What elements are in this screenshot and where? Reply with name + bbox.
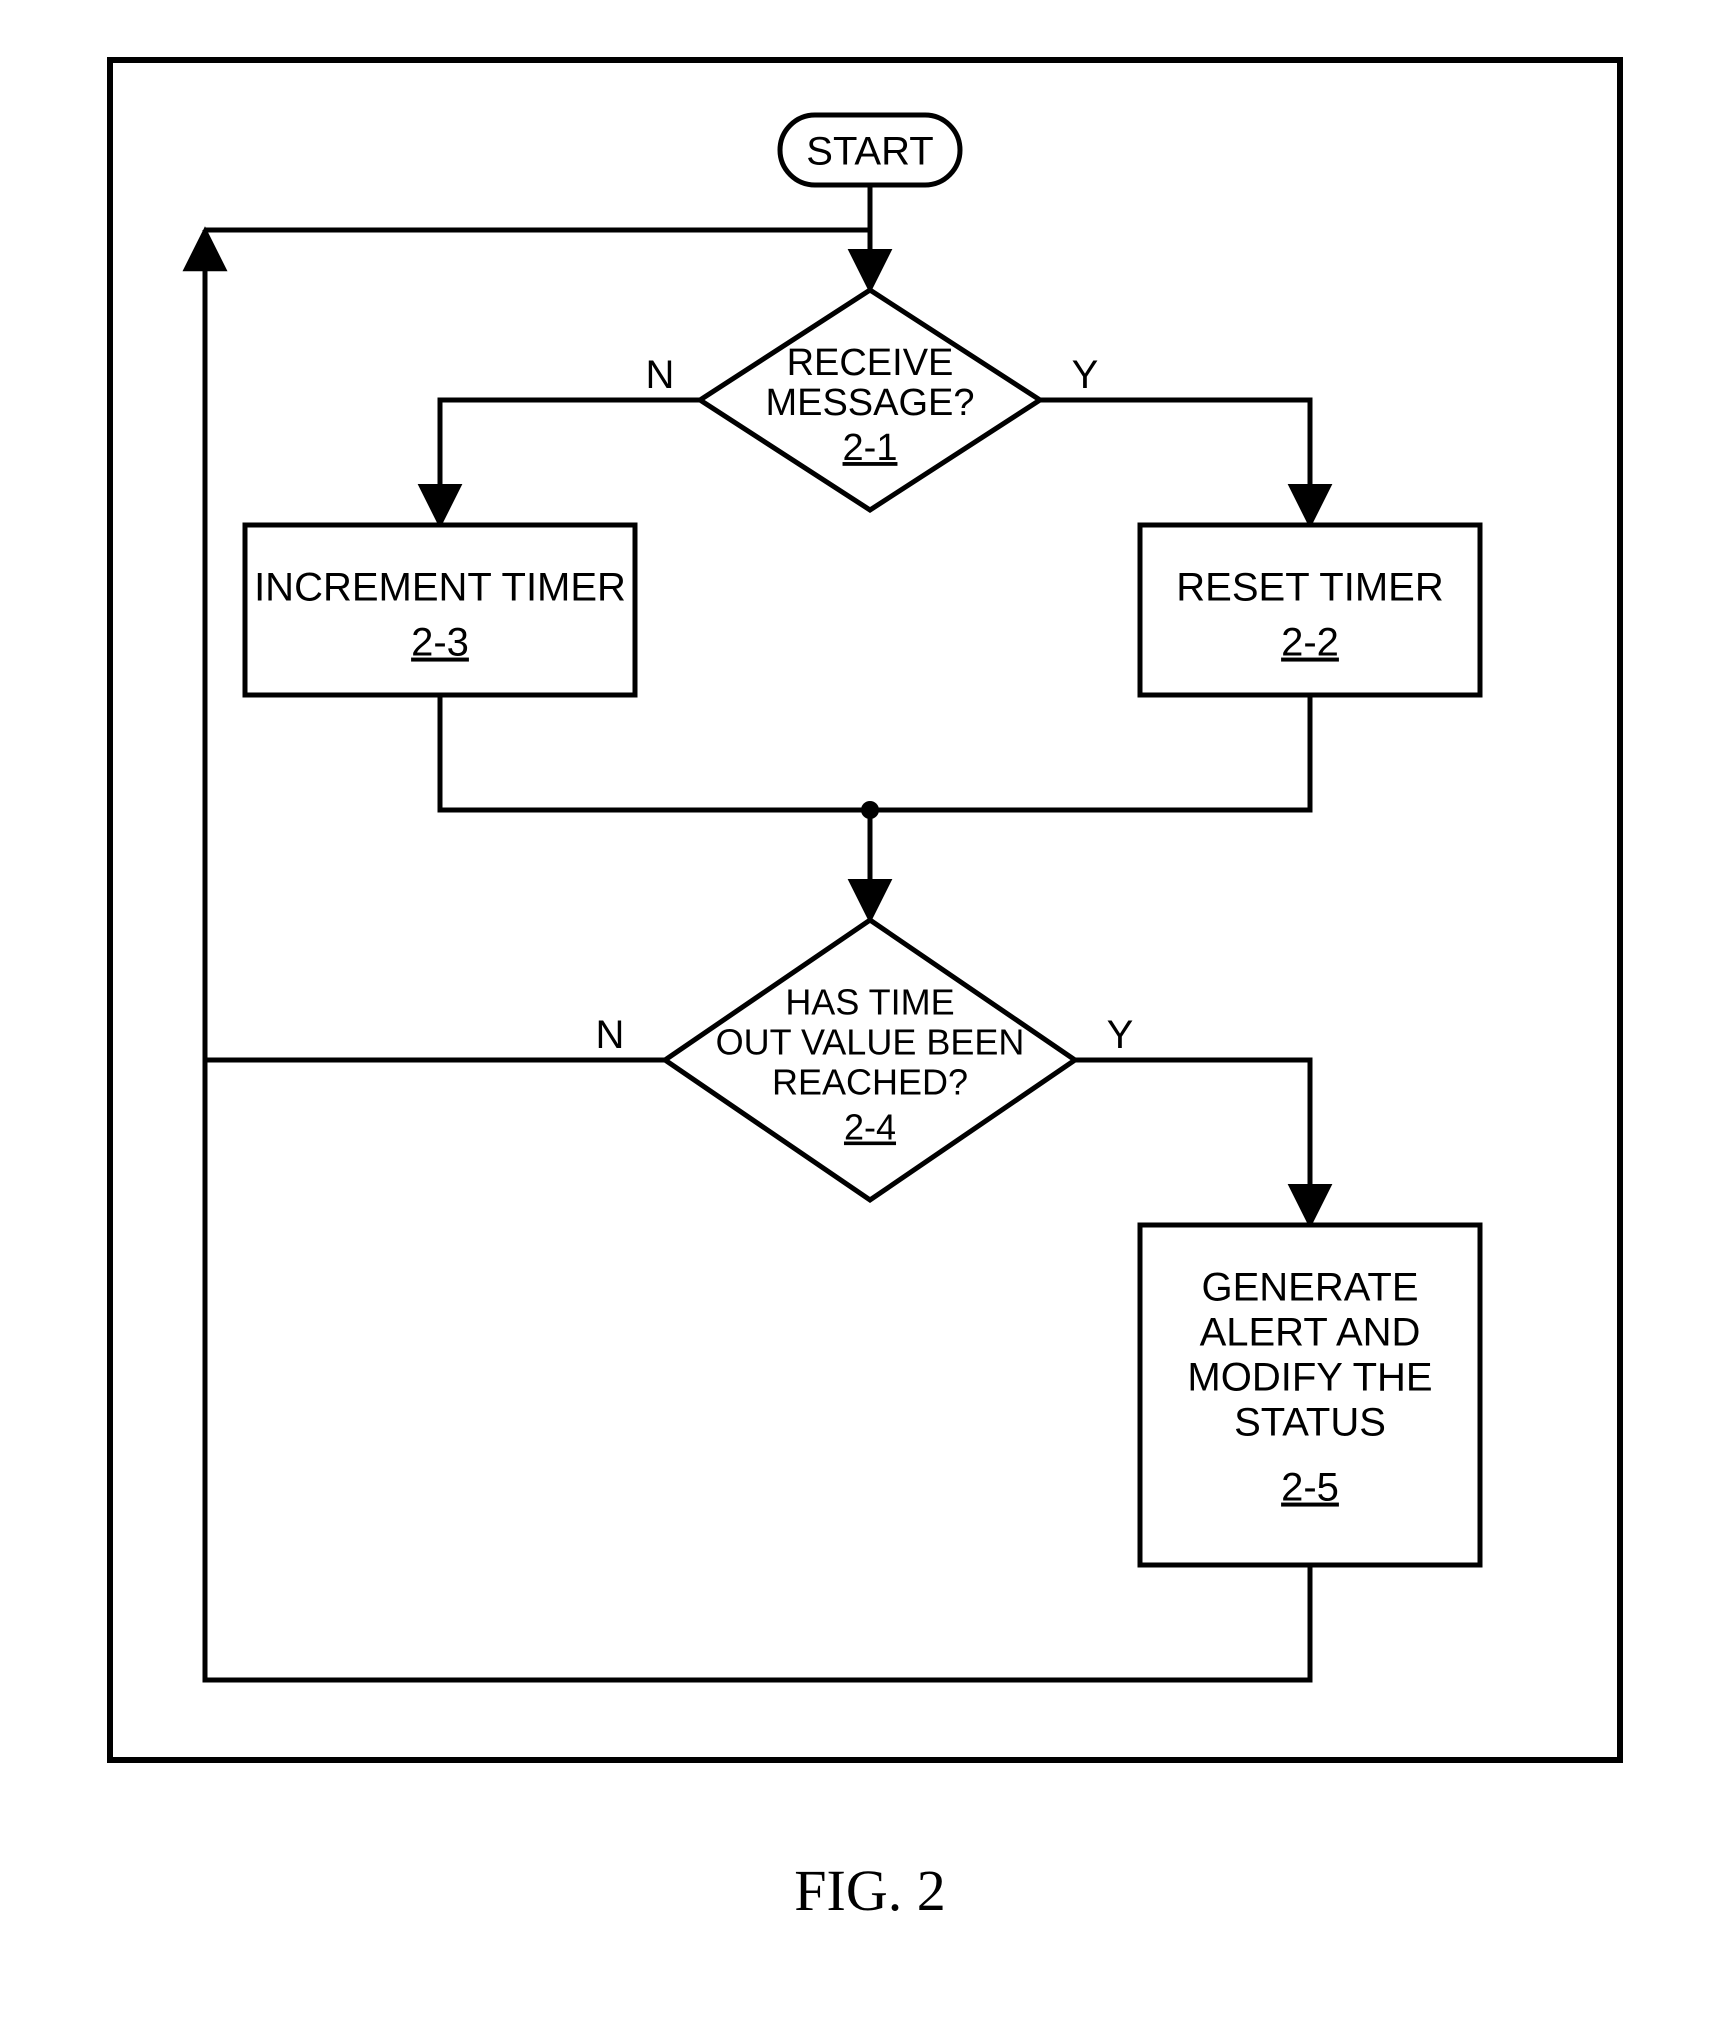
- start-node: START: [780, 115, 960, 185]
- p-rst-line1: RESET TIMER: [1176, 566, 1443, 610]
- d1-line2: MESSAGE?: [765, 382, 974, 424]
- d2-line2: OUT VALUE BEEN: [716, 1022, 1025, 1063]
- process-reset-timer: RESET TIMER 2-2: [1140, 525, 1480, 695]
- p-gen-ref: 2-5: [1281, 1466, 1339, 1510]
- p-gen-line3: MODIFY THE: [1187, 1356, 1432, 1400]
- flowchart: N Y N Y START RECEIVE MESSAGE? 2-1 INCRE…: [0, 0, 1726, 2038]
- p-inc-line1: INCREMENT TIMER: [254, 566, 626, 610]
- p-inc-ref: 2-3: [411, 621, 469, 665]
- d2-no-label: N: [596, 1013, 625, 1057]
- d2-ref: 2-4: [844, 1107, 896, 1148]
- p-rst-ref: 2-2: [1281, 621, 1339, 665]
- start-label: START: [806, 130, 933, 174]
- d2-line3: REACHED?: [772, 1062, 968, 1103]
- d1-no-label: N: [646, 353, 675, 397]
- decision-receive-message: RECEIVE MESSAGE? 2-1: [700, 290, 1040, 510]
- d2-line1: HAS TIME: [785, 982, 954, 1023]
- figure-caption: FIG. 2: [794, 1858, 945, 1923]
- p-gen-line4: STATUS: [1234, 1401, 1386, 1445]
- d2-yes-label: Y: [1107, 1013, 1134, 1057]
- process-generate-alert: GENERATE ALERT AND MODIFY THE STATUS 2-5: [1140, 1225, 1480, 1565]
- d1-yes-label: Y: [1072, 353, 1099, 397]
- process-increment-timer: INCREMENT TIMER 2-3: [245, 525, 635, 695]
- decision-timeout-reached: HAS TIME OUT VALUE BEEN REACHED? 2-4: [665, 920, 1075, 1200]
- d1-ref: 2-1: [843, 427, 898, 469]
- p-gen-line2: ALERT AND: [1200, 1311, 1421, 1355]
- d1-line1: RECEIVE: [787, 342, 954, 384]
- p-gen-line1: GENERATE: [1201, 1266, 1418, 1310]
